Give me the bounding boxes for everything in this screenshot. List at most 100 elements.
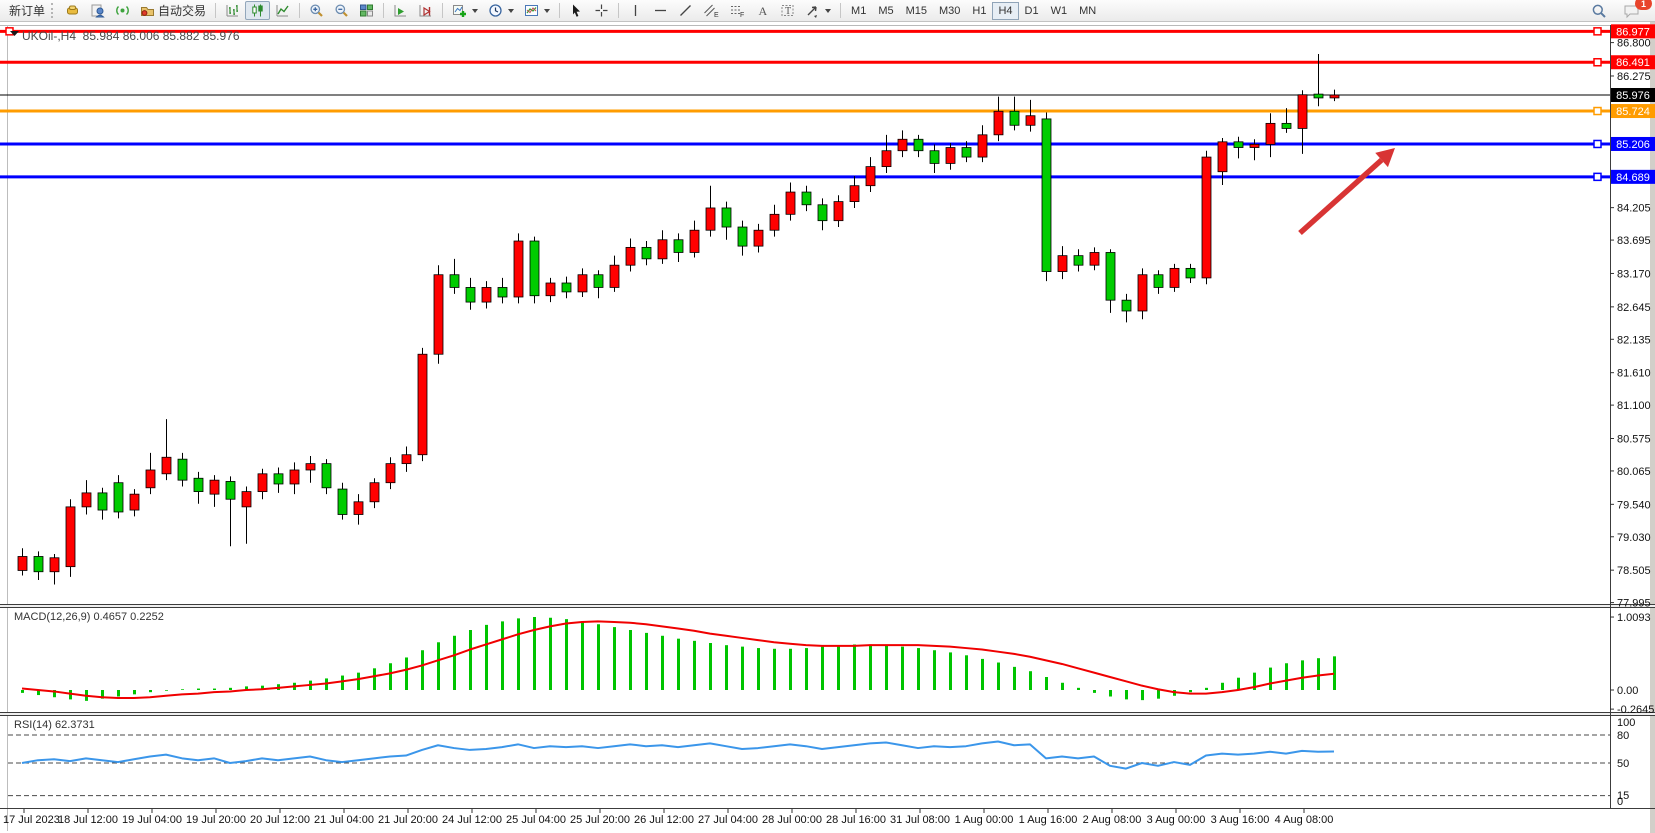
candle[interactable] [1041,118,1052,272]
candle[interactable] [145,469,156,489]
candle[interactable] [1073,255,1084,266]
fibonacci-button[interactable]: F [724,1,750,20]
candle[interactable] [289,469,300,485]
candle[interactable] [417,353,428,456]
candle[interactable] [721,207,732,228]
candle[interactable] [113,482,124,513]
candle[interactable] [593,274,604,288]
trend-arrow-head[interactable] [1375,148,1395,168]
candle[interactable] [1009,110,1020,126]
new-order-button[interactable]: 新订单 [4,1,50,20]
arrows-button[interactable] [800,1,836,20]
candle[interactable] [1169,267,1180,288]
candle[interactable] [241,491,252,508]
candle[interactable] [433,274,444,355]
candle[interactable] [1281,122,1292,129]
timeframe-h1[interactable]: H1 [966,2,992,20]
timeframe-m1[interactable]: M1 [845,2,872,20]
candle[interactable] [497,287,508,298]
line-chart-button[interactable] [270,1,295,20]
candle[interactable] [369,482,380,503]
text-button[interactable]: A [750,1,775,20]
notification-badge[interactable]: 1 [1635,0,1652,10]
timeframe-h4[interactable]: H4 [992,1,1019,20]
candle[interactable] [401,454,412,465]
search-button[interactable] [1586,1,1612,20]
auto-trading-button[interactable]: 自动交易 [135,1,211,20]
signal-button[interactable] [110,1,135,20]
candle[interactable] [129,493,140,511]
timeframe-d1[interactable]: D1 [1019,2,1045,20]
vertical-line-button[interactable] [623,1,648,20]
candle[interactable] [353,501,364,515]
tile-windows-button[interactable] [354,1,379,20]
candle[interactable] [545,282,556,297]
panel-splitter-main[interactable] [0,604,1655,607]
timeframe-mn[interactable]: MN [1073,2,1102,20]
candle[interactable] [65,506,76,568]
candle[interactable] [705,207,716,231]
candle[interactable] [81,492,92,508]
candle[interactable] [49,557,60,573]
candle[interactable] [321,463,332,489]
candle[interactable] [1137,274,1148,312]
candle[interactable] [209,479,220,495]
candle[interactable] [1121,299,1132,312]
trend-arrow-shaft[interactable] [1298,157,1384,236]
candle[interactable] [769,213,780,231]
candle[interactable] [625,246,636,266]
auto-scroll-button[interactable] [388,1,413,20]
templates-button[interactable] [519,1,555,20]
hline-handle[interactable] [1593,27,1602,36]
text-label-button[interactable]: T [775,1,800,20]
candle[interactable] [881,150,892,168]
candle[interactable] [1329,94,1340,99]
candle[interactable] [257,473,268,493]
chart-area[interactable]: 86.800 86.275 84.205 83.695 83.170 82.645 82.1… [0,22,1655,833]
hline-handle[interactable] [1593,139,1602,149]
candle[interactable] [1089,252,1100,266]
candle[interactable] [513,240,524,298]
candle[interactable] [1025,115,1036,126]
zoom-out-button[interactable] [329,1,354,20]
candle[interactable] [897,138,908,152]
candle[interactable] [785,191,796,215]
candle[interactable] [1105,252,1116,301]
candle[interactable] [657,239,668,260]
candle[interactable] [689,229,700,253]
candle[interactable] [561,282,572,293]
candle[interactable] [961,147,972,158]
candle[interactable] [945,147,956,164]
candle[interactable] [865,166,876,187]
candlestick-chart-button[interactable] [245,1,271,20]
candle[interactable] [1185,267,1196,279]
candle[interactable] [97,492,108,511]
candle[interactable] [833,201,844,222]
candle[interactable] [465,287,476,303]
candle[interactable] [1153,274,1164,288]
candle[interactable] [337,488,348,515]
gold-panel-button[interactable] [60,1,85,20]
candle[interactable] [305,463,316,471]
candle[interactable] [737,226,748,247]
candle[interactable] [801,191,812,206]
candle[interactable] [273,473,284,485]
candle[interactable] [225,481,236,500]
candle[interactable] [753,229,764,247]
hline-handle[interactable] [1593,106,1602,116]
candle[interactable] [913,138,924,152]
candle[interactable] [641,246,652,260]
quick-trade-arrow-icon[interactable] [10,31,19,36]
candle[interactable] [1313,93,1324,99]
profile-button[interactable] [85,1,110,20]
candle[interactable] [529,240,540,297]
candle[interactable] [449,274,460,288]
candle[interactable] [817,204,828,222]
candle[interactable] [1201,156,1212,279]
bar-chart-button[interactable] [220,1,245,20]
hline-handle[interactable] [1593,57,1602,67]
price-chart-svg[interactable]: 86.800 86.275 84.205 83.695 83.170 82.645 82.1… [0,22,1655,833]
chart-shift-button[interactable] [413,1,438,20]
indicators-button[interactable] [447,1,483,20]
panel-splitter-macd[interactable] [0,712,1655,715]
